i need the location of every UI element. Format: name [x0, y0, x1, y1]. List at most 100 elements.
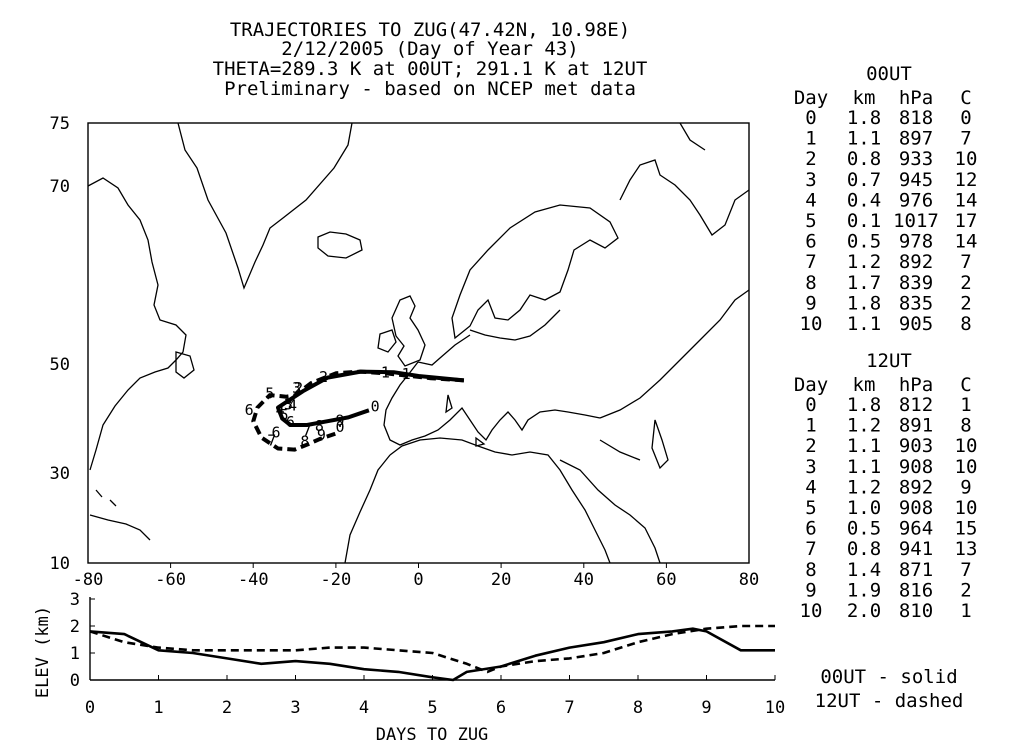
day-label-12ut-9: 9: [317, 426, 326, 444]
table-cell-1-3-2: 908: [899, 456, 933, 478]
table-header-0-2: hPa: [899, 87, 933, 109]
table-cell-1-4-0: 4: [805, 476, 816, 498]
elev-xtick-10: 10: [765, 698, 785, 718]
table-cell-0-5-3: 17: [955, 210, 978, 232]
table-cell-1-10-0: 10: [800, 600, 823, 622]
elev-xtick-6: 6: [496, 698, 506, 718]
map-ytick-4: 10: [50, 554, 70, 574]
table-cell-1-8-1: 1.4: [847, 559, 881, 581]
table-cell-0-9-1: 1.8: [847, 292, 881, 314]
table-cell-1-2-2: 903: [899, 435, 933, 457]
table-header-1-3: C: [960, 374, 971, 396]
elev-xlabel: DAYS TO ZUG: [376, 725, 489, 745]
elev-xtick-7: 7: [564, 698, 574, 718]
elev-axis-labels: 0 1 2 3 4 5 6 7 8 9 10 0 1 2 3: [70, 590, 785, 718]
table-cell-1-2-1: 1.1: [847, 435, 881, 457]
table-cell-1-0-2: 812: [899, 394, 933, 416]
table-cell-0-5-0: 5: [805, 210, 816, 232]
table-cell-0-0-3: 0: [960, 107, 971, 129]
elev-xtick-4: 4: [359, 698, 369, 718]
trajectory-tables: 00UTDay km hPa C0 1.8 818 01 1.1 897 72 0.8 933 103 0…: [794, 63, 978, 622]
table-cell-1-1-0: 1: [805, 415, 816, 437]
table-cell-0-1-0: 1: [805, 128, 816, 150]
map-xtick-1: -60: [155, 570, 186, 590]
table-cell-1-6-3: 15: [955, 518, 978, 540]
table-cell-1-10-2: 810: [899, 600, 933, 622]
table-cell-0-4-3: 14: [955, 189, 978, 211]
table-cell-1-0-1: 1.8: [847, 394, 881, 416]
table-cell-1-9-0: 9: [805, 579, 816, 601]
table-header-1-2: hPa: [899, 374, 933, 396]
table-cell-0-8-0: 8: [805, 272, 816, 294]
table-cell-1-7-1: 0.8: [847, 538, 881, 560]
day-label-00ut-1: 2: [319, 368, 328, 386]
table-cell-0-8-3: 2: [960, 272, 971, 294]
day-label-12ut-5: 6: [245, 401, 254, 419]
day-label-12ut-8: 8: [300, 432, 309, 450]
table-cell-1-9-3: 2: [960, 579, 971, 601]
arabia-coast: [560, 440, 660, 563]
table-cell-1-3-1: 1.1: [847, 456, 881, 478]
map-xtick-7: 60: [656, 570, 676, 590]
day-label-12ut-10: 0: [335, 418, 344, 436]
map-xtick-3: -20: [321, 570, 352, 590]
elev-xtick-8: 8: [633, 698, 643, 718]
table-header-0-3: C: [960, 87, 971, 109]
table-cell-1-3-0: 3: [805, 456, 816, 478]
elev-ylabel: ELEV (km): [33, 606, 53, 698]
table-cell-0-10-1: 1.1: [847, 313, 881, 335]
elev-xtick-0: 0: [85, 698, 95, 718]
day-label-12ut-4: 5: [265, 384, 274, 402]
table-cell-0-6-3: 14: [955, 231, 978, 253]
elev-ytick-2: 2: [70, 617, 80, 637]
scandinavia-coast: [452, 205, 618, 338]
table-cell-1-2-3: 10: [955, 435, 978, 457]
table-cell-0-3-0: 3: [805, 169, 816, 191]
table-cell-0-2-2: 933: [899, 148, 933, 170]
africa-coast: [345, 438, 610, 563]
table-header-1-0: Day: [794, 374, 828, 396]
map-xtick-5: 20: [491, 570, 511, 590]
table-cell-0-0-0: 0: [805, 107, 816, 129]
table-cell-1-1-2: 891: [899, 415, 933, 437]
table-cell-1-8-3: 7: [960, 559, 971, 581]
elev-ytick-0: 0: [70, 671, 80, 691]
table-cell-1-4-2: 892: [899, 476, 933, 498]
table-cell-0-2-3: 10: [955, 148, 978, 170]
map-ytick-0: 75: [50, 114, 70, 134]
asia-coast: [600, 290, 749, 418]
table-cell-1-6-2: 964: [899, 518, 933, 540]
table-cell-0-1-3: 7: [960, 128, 971, 150]
elev-xtick-1: 1: [153, 698, 163, 718]
map-xtick-4: 0: [413, 570, 423, 590]
table-cell-1-7-2: 941: [899, 538, 933, 560]
table-cell-1-7-0: 7: [805, 538, 816, 560]
table-cell-0-4-1: 0.4: [847, 189, 881, 211]
table-cell-0-7-3: 7: [960, 251, 971, 273]
table-cell-1-7-3: 13: [955, 538, 978, 560]
map-ytick-3: 30: [50, 464, 70, 484]
table-cell-1-2-0: 2: [805, 435, 816, 457]
table-cell-0-10-0: 10: [800, 313, 823, 335]
day-label-00ut-5: 6: [286, 413, 295, 431]
table-cell-1-10-1: 2.0: [847, 600, 881, 622]
legend-dashed: 12UT - dashed: [815, 690, 964, 712]
table-cell-0-8-2: 839: [899, 272, 933, 294]
newfoundland-coast: [176, 352, 194, 378]
map-ytick-2: 50: [50, 355, 70, 375]
table-header-1-1: km: [853, 374, 876, 396]
table-cell-0-3-3: 12: [955, 169, 978, 191]
elev-lines: [90, 626, 775, 680]
table-cell-1-1-1: 1.2: [847, 415, 881, 437]
table-cell-0-7-0: 7: [805, 251, 816, 273]
elev-xtick-3: 3: [290, 698, 300, 718]
map-xtick-6: 40: [574, 570, 594, 590]
title-line-3: THETA=289.3 K at 00UT; 291.1 K at 12UT: [213, 58, 648, 80]
table-cell-0-6-0: 6: [805, 231, 816, 253]
table-cell-0-6-2: 978: [899, 231, 933, 253]
table-cell-0-4-2: 976: [899, 189, 933, 211]
legend-solid: 00UT - solid: [820, 666, 957, 688]
